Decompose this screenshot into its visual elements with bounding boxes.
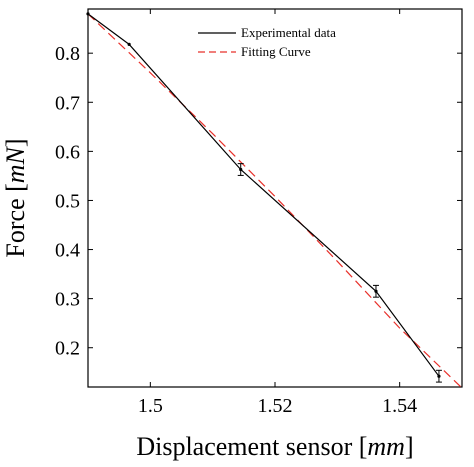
x-axis-title-bracket-close: ] (405, 432, 414, 461)
plot-box (87, 8, 463, 388)
y-axis-title: Force [mN] (1, 138, 30, 257)
y-axis-title-bracket-close: ] (1, 138, 30, 147)
y-tick-label: 0.5 (55, 190, 80, 212)
y-axis-title-text: Force (1, 192, 30, 258)
series-line-fitting-curve (87, 13, 463, 389)
x-tick-label: 1.52 (258, 395, 293, 417)
y-axis-title-bracket-open: [ (1, 183, 30, 192)
x-tick-label: 1.5 (138, 395, 163, 417)
x-axis-title: Displacement sensor [mm] (136, 432, 413, 461)
y-tick-label: 0.6 (55, 141, 80, 163)
y-tick-label: 0.7 (55, 92, 80, 114)
y-tick-label: 0.2 (55, 338, 80, 360)
y-tick-label: 0.4 (55, 240, 80, 262)
series-layer (86, 12, 463, 389)
axis-ticks: 1.5 1.52 1.54 0.2 0.3 0.4 0.5 0.6 0.7 0.8 (55, 9, 462, 417)
data-point (86, 12, 90, 16)
x-axis-title-unit: mm (367, 432, 405, 461)
y-axis-title-unit: mN (1, 145, 30, 183)
x-tick-label: 1.54 (382, 395, 417, 417)
legend: Experimental data Fitting Curve (198, 25, 336, 59)
data-point (127, 42, 131, 46)
y-tick-label: 0.3 (55, 289, 80, 311)
x-axis-title-bracket-open: [ (359, 432, 368, 461)
x-axis-title-text: Displacement sensor (136, 432, 358, 461)
legend-label-experimental: Experimental data (241, 25, 336, 40)
y-tick-label: 0.8 (55, 43, 80, 65)
legend-label-fitting: Fitting Curve (241, 44, 311, 59)
